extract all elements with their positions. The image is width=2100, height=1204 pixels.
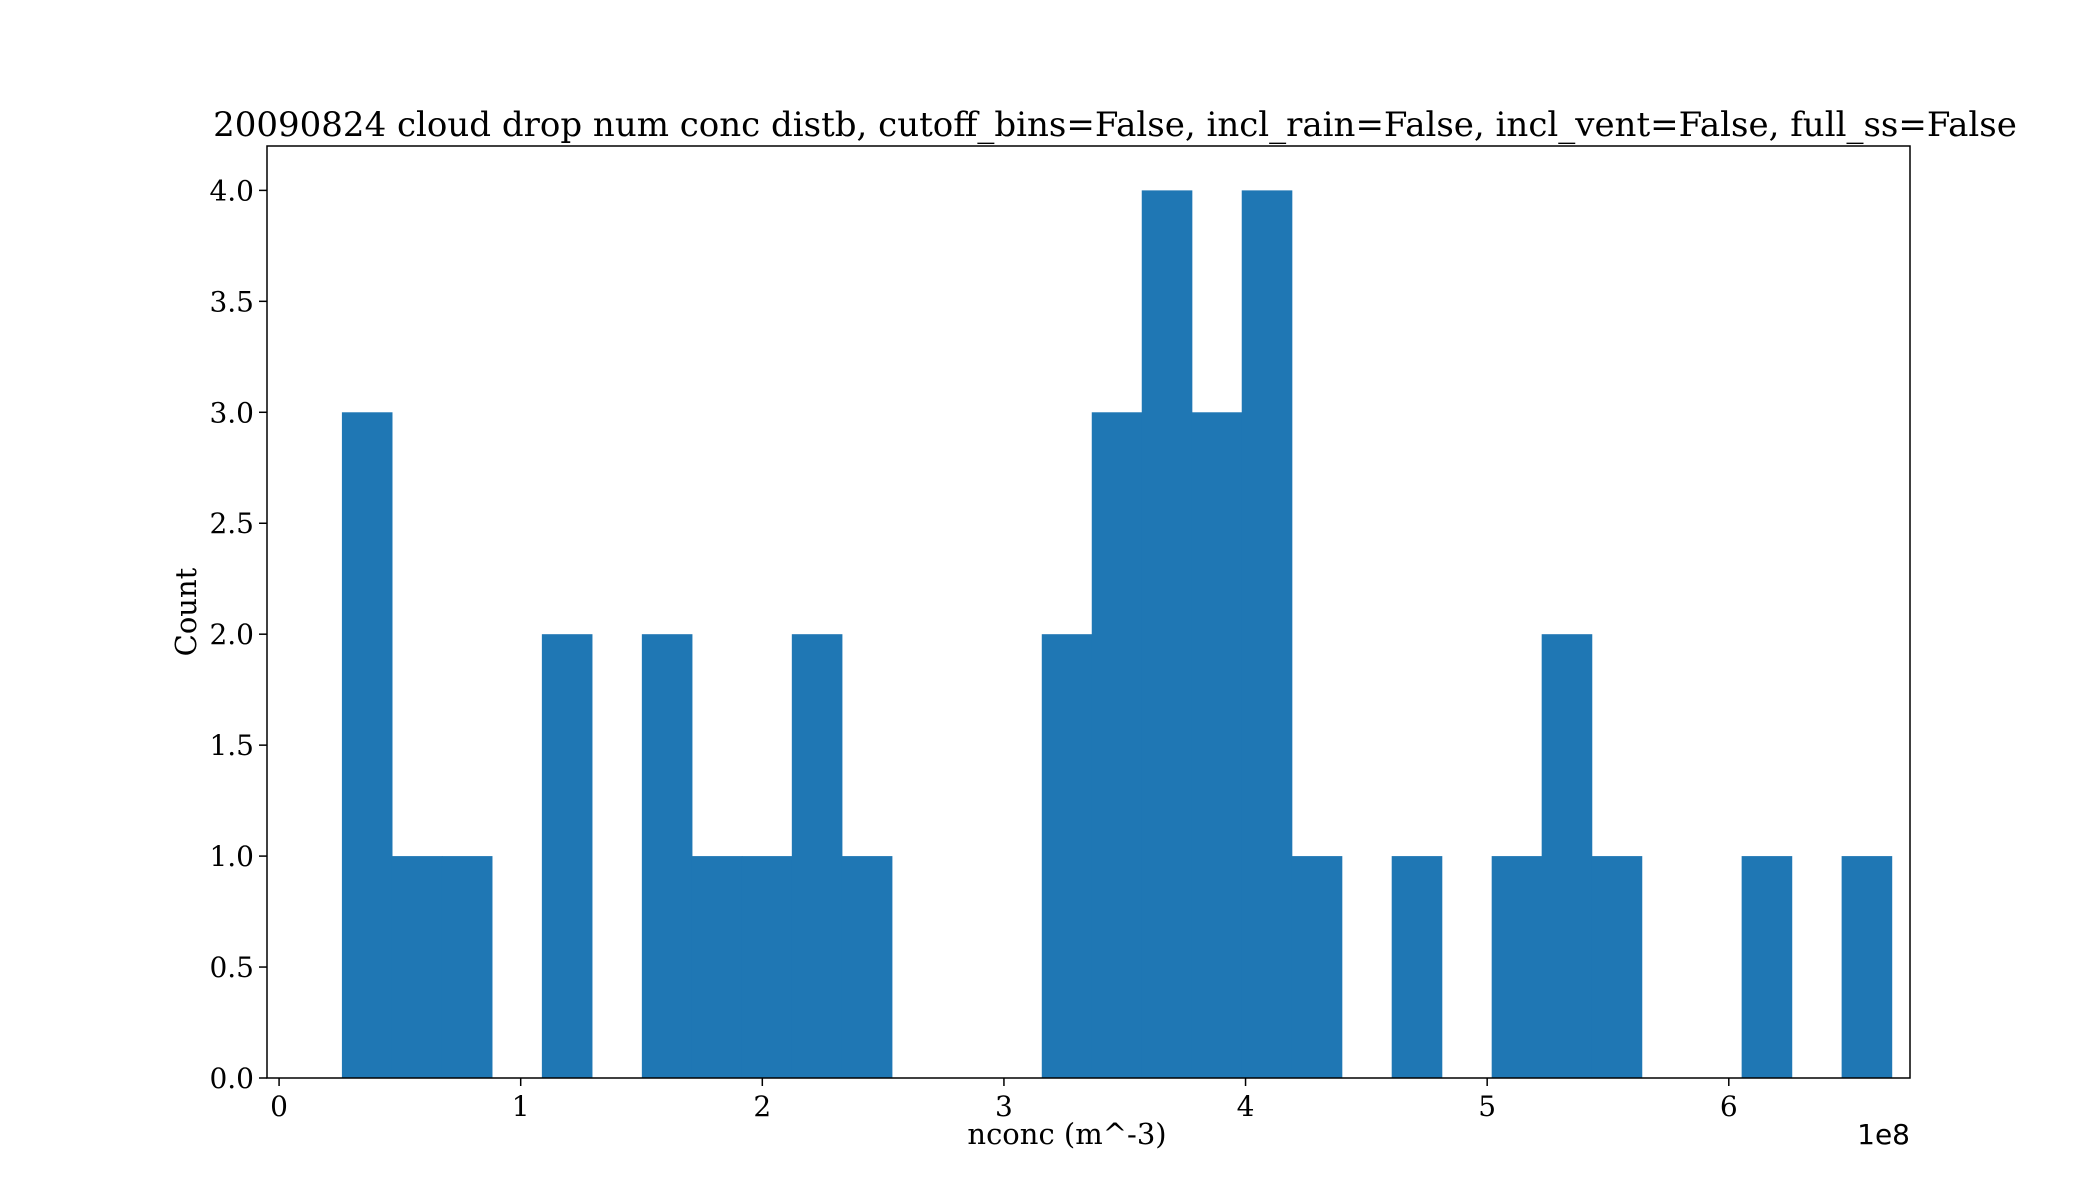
- x-axis-label: nconc (m^-3): [967, 1117, 1166, 1151]
- histogram-bar-8: [741, 856, 793, 1078]
- y-axis-label: Count: [169, 567, 203, 656]
- y-tick-label-3: 1.5: [209, 729, 254, 762]
- histogram-bar-2: [441, 856, 493, 1078]
- chart-title: 20090824 cloud drop num conc distb, cuto…: [213, 105, 2017, 145]
- histogram-bar-19: [1291, 856, 1343, 1078]
- histogram-bar-9: [791, 634, 843, 1078]
- x-tick-label-1: 1: [512, 1090, 530, 1123]
- y-tick-label-8: 4.0: [209, 174, 254, 207]
- histogram-bar-1: [391, 856, 443, 1078]
- x-tick-label-4: 4: [1237, 1090, 1255, 1123]
- histogram-bar-14: [1041, 634, 1093, 1078]
- plot-frame: [266, 145, 1911, 1079]
- x-tick-label-0: 0: [270, 1090, 288, 1123]
- histogram-bar-0: [341, 412, 393, 1078]
- histogram-bar-4: [541, 634, 593, 1078]
- x-tick-label-3: 3: [995, 1090, 1013, 1123]
- y-tick-label-6: 3.0: [209, 396, 254, 429]
- histogram-bar-21: [1391, 856, 1443, 1078]
- y-tick-label-2: 1.0: [209, 840, 254, 873]
- x-axis-ticks: 0 1 2 3 4 5 6: [270, 1078, 1738, 1123]
- histogram-bar-16: [1141, 190, 1193, 1078]
- histogram-bar-15: [1091, 412, 1143, 1078]
- y-tick-label-5: 2.5: [209, 507, 254, 540]
- y-tick-label-7: 3.5: [209, 285, 254, 318]
- x-tick-label-5: 5: [1478, 1090, 1496, 1123]
- histogram-bar-24: [1541, 634, 1593, 1078]
- histogram-bar-30: [1841, 856, 1893, 1078]
- histogram-bar-7: [691, 856, 743, 1078]
- y-tick-label-0: 0.0: [209, 1062, 254, 1095]
- x-axis-offset-label: 1e8: [1857, 1118, 1910, 1151]
- histogram-bar-6: [641, 634, 693, 1078]
- x-tick-label-2: 2: [753, 1090, 771, 1123]
- histogram-bar-25: [1591, 856, 1643, 1078]
- histogram-bar-28: [1741, 856, 1793, 1078]
- histogram-bar-18: [1241, 190, 1293, 1078]
- bars-group: [341, 190, 1893, 1078]
- histogram-bar-17: [1191, 412, 1243, 1078]
- x-tick-label-6: 6: [1720, 1090, 1738, 1123]
- histogram-bar-23: [1491, 856, 1543, 1078]
- y-tick-label-1: 0.5: [209, 951, 254, 984]
- y-tick-label-4: 2.0: [209, 618, 254, 651]
- y-axis-ticks: 0.0 0.5 1.0 1.5 2.0 2.5 3.0 3.5 4.0: [209, 174, 267, 1095]
- histogram-bar-10: [841, 856, 893, 1078]
